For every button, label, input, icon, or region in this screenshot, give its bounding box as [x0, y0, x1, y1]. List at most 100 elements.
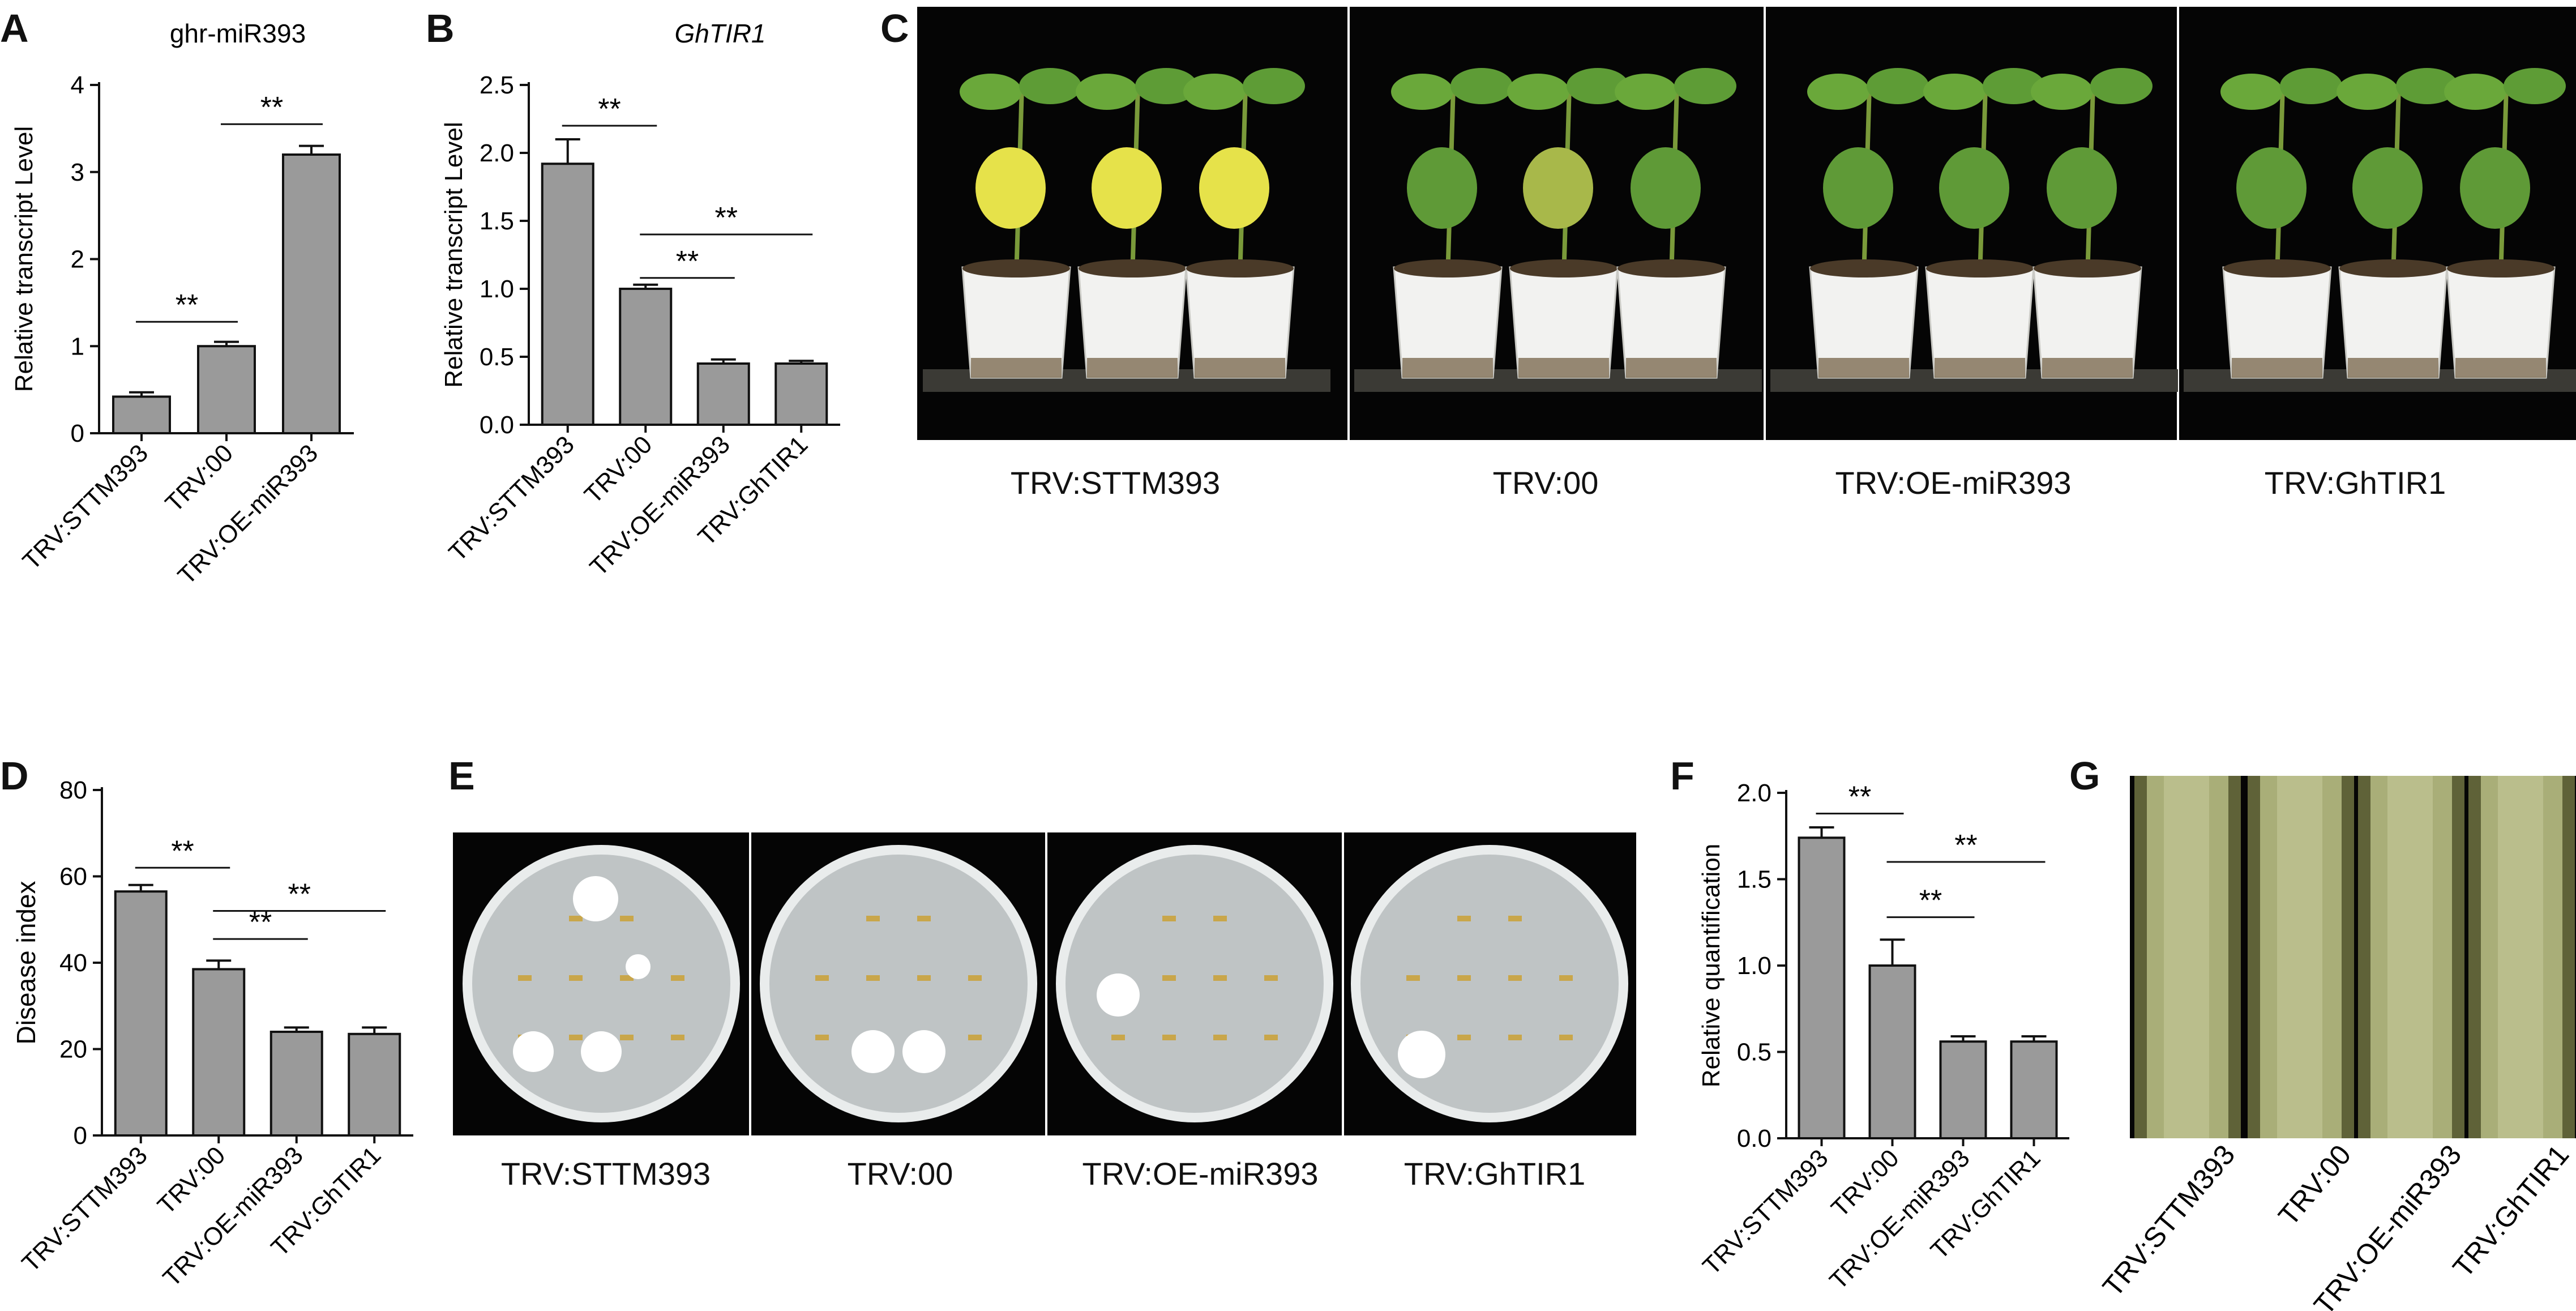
chart-b-bar — [619, 288, 673, 426]
stem-labels: TRV:STTM393 TRV:00 TRV:OE-miR393 TRV:GhT… — [2096, 1139, 2575, 1311]
photo-e-caption-oe-mir393: TRV:OE-miR393 — [1082, 1156, 1319, 1192]
chart-d: Disease index 0 20 40 60 80 TRV:STTM393 TRV:00T… — [11, 776, 413, 1292]
stem-segment — [671, 1035, 684, 1040]
chart-f-bar — [2010, 1040, 2058, 1140]
plant-soil — [1510, 259, 1618, 277]
chart-f-significance-mark: ** — [1919, 885, 1942, 917]
chart-f-bar — [1798, 836, 1846, 1140]
plant-pot-dirt — [2348, 358, 2438, 378]
fungal-colony — [902, 1030, 945, 1073]
stem-section-edge — [2452, 776, 2464, 1138]
plant-leaf — [2090, 68, 2153, 104]
plant-pot-dirt — [1087, 358, 1178, 378]
stem-segment — [815, 975, 829, 981]
plant-lower-leaf — [2047, 147, 2117, 229]
chart-d-significance-mark: ** — [288, 878, 311, 911]
chart-d-bar — [192, 968, 246, 1137]
chart-b-ytick-label: 2.5 — [480, 71, 514, 99]
chart-a-ytick-label: 2 — [71, 246, 84, 274]
chart-d-ylabel: Disease index — [11, 881, 41, 1045]
fungal-colony — [513, 1031, 554, 1072]
stem-section-edge — [2134, 776, 2147, 1138]
chart-b-bar — [696, 362, 750, 426]
stem-segment — [968, 1035, 982, 1040]
plant-pot-dirt — [1818, 358, 1909, 378]
stem-segment — [518, 975, 532, 981]
stem-section-edge — [2468, 776, 2481, 1138]
stem-segment — [1213, 975, 1227, 981]
chart-a-significance-mark: ** — [176, 289, 198, 322]
chart-b-ytick-label: 1.0 — [480, 275, 514, 303]
chart-a-ytick-label: 3 — [71, 159, 84, 186]
fungal-colony — [626, 954, 651, 979]
stem-section-pith — [2387, 776, 2433, 1138]
stem-segment — [620, 1035, 634, 1040]
stem-segment — [1213, 1035, 1227, 1040]
stem-segment — [1264, 975, 1278, 981]
chart-a-bar — [282, 153, 341, 434]
plant-pot-dirt — [1626, 358, 1717, 378]
stem-segment — [569, 1035, 583, 1040]
chart-b-significance-mark: ** — [676, 245, 699, 278]
plant-leaf — [1183, 74, 1246, 110]
stem-segment — [1264, 1035, 1278, 1040]
stem-segment — [866, 916, 880, 921]
stem-segment — [569, 975, 583, 981]
plant-soil — [1810, 259, 1918, 277]
plant-soil — [962, 259, 1070, 277]
stem-section-strip — [2130, 776, 2576, 1138]
plant-pot-dirt — [1518, 358, 1609, 378]
petri-dish-agar — [769, 855, 1028, 1113]
chart-d-ytick-label: 40 — [59, 949, 87, 977]
panel-letter-a: A — [0, 6, 29, 50]
petri-dish-agar — [1360, 855, 1619, 1113]
plant-leaf — [1450, 68, 1513, 104]
plant-leaf — [1983, 68, 2045, 104]
chart-b-ytick-label: 1.5 — [480, 207, 514, 235]
photo-c-caption-trv00: TRV:00 — [1492, 465, 1599, 501]
stem-segment — [569, 916, 583, 921]
stem-segment — [1508, 975, 1522, 981]
chart-d-bar — [114, 890, 168, 1137]
stem-segment — [1457, 975, 1471, 981]
chart-a-ytick-label: 0 — [71, 420, 84, 447]
plant-soil — [1618, 259, 1725, 277]
photo-c-caption-sttm393: TRV:STTM393 — [1010, 465, 1221, 501]
stem-section-edge — [2358, 776, 2370, 1138]
stem-section-pith — [2277, 776, 2322, 1138]
stem-segment — [968, 975, 982, 981]
plant-soil — [2447, 259, 2554, 277]
plant-pot-dirt — [1935, 358, 2025, 378]
chart-a-ytick-label: 4 — [71, 71, 84, 99]
stem-segment — [1559, 1035, 1573, 1040]
stem-section-edge — [2248, 776, 2260, 1138]
chart-a-bar — [112, 395, 171, 434]
stem-segment — [917, 916, 931, 921]
chart-d-category-label: TRV:STTM393 — [16, 1141, 152, 1277]
plant-soil — [1394, 259, 1501, 277]
plant-pot-dirt — [2042, 358, 2133, 378]
plant-pot-dirt — [2455, 358, 2546, 378]
fungal-colony — [1398, 1031, 1445, 1078]
chart-d-ytick-label: 60 — [59, 863, 87, 891]
plant-leaf — [2396, 68, 2458, 104]
chart-b-ytick-label: 0.5 — [480, 343, 514, 371]
chart-a-ylabel: Relative transcript Level — [10, 126, 38, 392]
plant-leaf — [1923, 74, 1986, 110]
chart-f-ytick-label: 0.0 — [1737, 1125, 1771, 1152]
plant-soil — [2223, 259, 2331, 277]
stem-segment — [620, 975, 634, 981]
plant-leaf — [1243, 68, 1305, 104]
chart-f-bar — [1939, 1040, 1987, 1140]
plant-leaf — [2504, 68, 2566, 104]
plant-leaf — [2337, 74, 2399, 110]
stem-segment — [1162, 916, 1176, 921]
photo-c-caption-ghtir1: TRV:GhTIR1 — [2264, 465, 2446, 501]
stem-segment — [1213, 916, 1227, 921]
chart-f-ylabel: Relative quantification — [1697, 844, 1725, 1087]
fungal-colony — [573, 876, 618, 921]
plant-soil — [1926, 259, 2034, 277]
petri-dish-agar — [1066, 855, 1324, 1113]
chart-d-bar — [269, 1031, 323, 1137]
chart-a-category-label: TRV:00 — [160, 439, 238, 517]
